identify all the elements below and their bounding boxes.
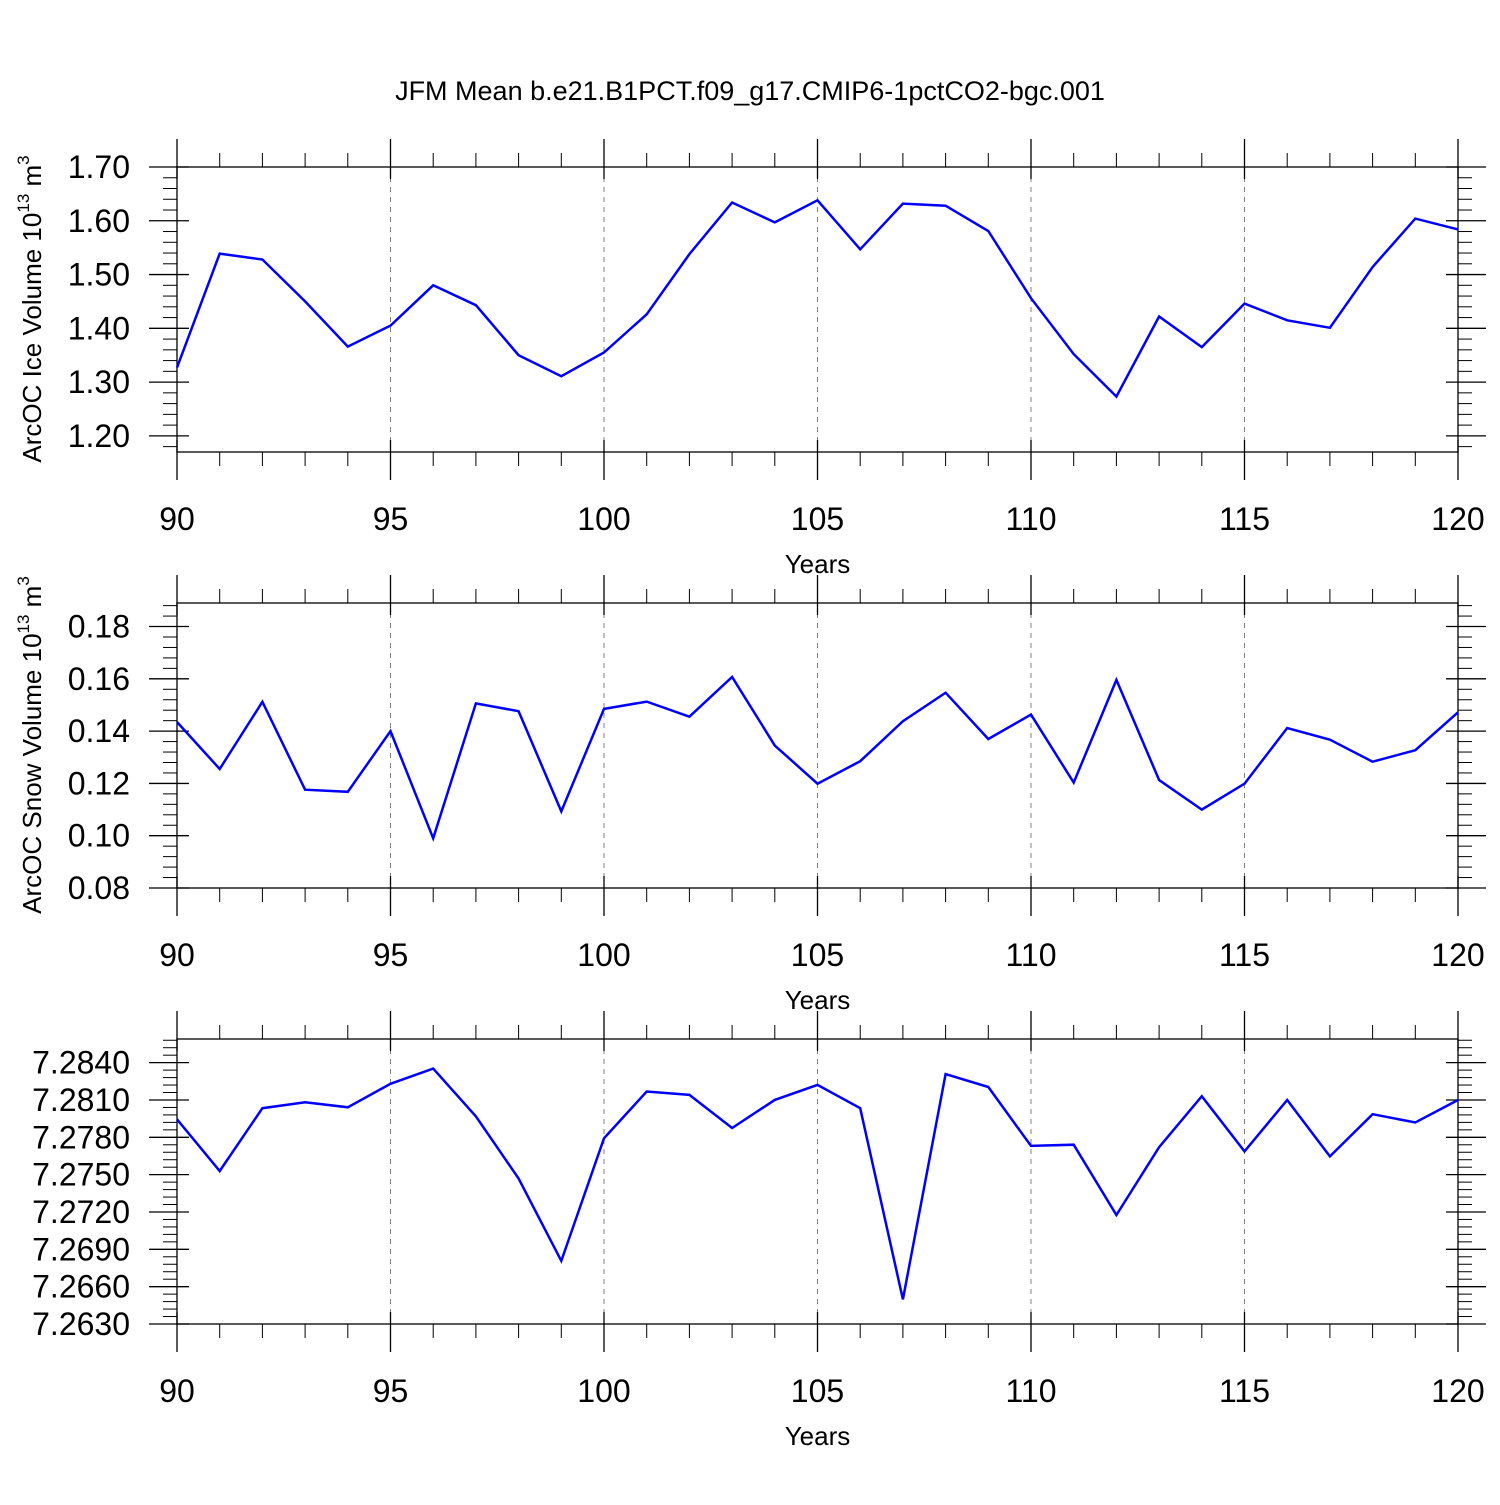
y-tick-label: 1.30 — [68, 364, 130, 400]
y-tick-label: 7.2630 — [32, 1306, 130, 1342]
y-tick-label: 7.2810 — [32, 1082, 130, 1118]
x-tick-label: 120 — [1431, 501, 1484, 537]
x-tick-label: 110 — [1005, 501, 1056, 537]
y-tick-label: 0.12 — [68, 765, 130, 801]
x-tick-label: 105 — [791, 937, 844, 973]
x-axis-label: Years — [785, 549, 851, 579]
y-tick-label: 0.08 — [68, 870, 130, 906]
x-tick-label: 120 — [1431, 937, 1484, 973]
chart-panel-2: 90 95 100 105 110 115 120 Years 0.08 0.10 0.12 0.14… — [14, 575, 1486, 1015]
x-tick-label: 115 — [1219, 937, 1270, 973]
x-tick-label: 100 — [577, 1373, 630, 1409]
chart-panel-3: 90 95 100 105 110 115 120 Years 7.26307.26607.26… — [32, 1011, 1486, 1451]
y-tick-label: 0.14 — [68, 713, 130, 749]
y-tick-label: 7.2690 — [32, 1231, 130, 1267]
x-tick-label: 115 — [1219, 501, 1270, 537]
x-tick-label: 120 — [1431, 1373, 1484, 1409]
series-line — [176, 675, 1459, 843]
y-tick-label: 0.10 — [68, 818, 130, 854]
y-tick-label: 1.40 — [68, 310, 130, 346]
chart-panel-1: 90 95 100 105 110 115 120 Years 1.20 1.30 1.40 1.50… — [14, 139, 1486, 579]
y-tick-label: 7.2840 — [32, 1045, 130, 1081]
y-tick-label: 1.60 — [68, 203, 130, 239]
y-tick-label: 7.2750 — [32, 1157, 130, 1193]
x-tick-label: 90 — [159, 501, 195, 537]
x-tick-label: 100 — [577, 501, 630, 537]
x-tick-label: 90 — [159, 937, 195, 973]
y-axis-label: ArcOC Snow Volume 1013 m3 — [14, 576, 47, 914]
y-tick-label: 7.2780 — [32, 1119, 130, 1155]
x-tick-label: 105 — [791, 1373, 844, 1409]
y-tick-label: 7.2660 — [32, 1269, 130, 1305]
y-tick-label: 1.70 — [68, 149, 130, 185]
y-tick-label: 1.50 — [68, 257, 130, 293]
x-tick-label: 115 — [1219, 1373, 1270, 1409]
x-tick-label: 110 — [1005, 1373, 1056, 1409]
x-tick-label: 110 — [1005, 937, 1056, 973]
y-tick-label: 1.20 — [68, 418, 130, 454]
x-tick-label: 105 — [791, 501, 844, 537]
x-axis-label: Years — [785, 985, 851, 1015]
figure-title: JFM Mean b.e21.B1PCT.f09_g17.CMIP6-1pctC… — [395, 76, 1105, 106]
x-tick-label: 95 — [373, 501, 409, 537]
y-axis-label: ArcOC Ice Volume 1013 m3 — [14, 155, 47, 462]
x-axis-label: Years — [785, 1421, 851, 1451]
y-tick-label: 0.18 — [68, 609, 130, 645]
y-tick-label: 0.16 — [68, 661, 130, 697]
x-tick-label: 90 — [159, 1373, 195, 1409]
series-line — [175, 198, 1459, 399]
x-tick-label: 95 — [373, 1373, 409, 1409]
x-tick-label: 95 — [373, 937, 409, 973]
x-tick-label: 100 — [577, 937, 630, 973]
y-tick-label: 7.2720 — [32, 1194, 130, 1230]
series-line — [176, 1067, 1459, 1300]
